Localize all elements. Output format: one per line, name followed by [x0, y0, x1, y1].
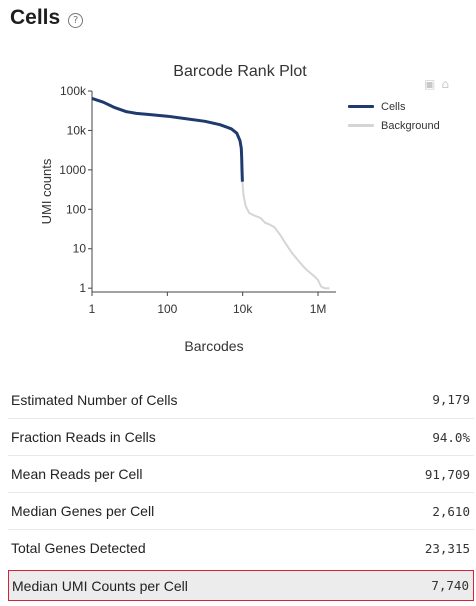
barcode-rank-plot: 1 100 10k 1M 1 10 100 1000 10k 100k Barcodes UMI…: [39, 84, 336, 354]
camera-icon[interactable]: ▣: [424, 77, 436, 91]
metric-label: Fraction Reads in Cells: [11, 429, 156, 445]
metric-label: Estimated Number of Cells: [11, 391, 178, 408]
plot-legend: Cells Background: [348, 97, 440, 135]
y-axis-label: UMI counts: [39, 158, 54, 224]
metric-value: 7,740: [431, 578, 469, 593]
legend-swatch-cells: [348, 105, 374, 108]
metric-label: Median UMI Counts per Cell: [12, 577, 188, 594]
help-icon[interactable]: ?: [68, 12, 84, 28]
x-axis-label: Barcodes: [184, 338, 243, 354]
x-tick-label: 100: [157, 302, 177, 316]
x-tick-label: 1: [89, 302, 96, 316]
metric-row-median-genes: Median Genes per Cell 2,610: [8, 492, 474, 529]
y-tick-label: 1000: [59, 163, 86, 177]
metric-label: Mean Reads per Cell: [11, 466, 143, 482]
metric-row-fraction-reads: Fraction Reads in Cells 94.0%: [8, 418, 474, 455]
x-tick-label: 1M: [310, 302, 327, 316]
plot-modebar: ▣ ⌂: [424, 77, 449, 91]
plot-axes: [91, 91, 336, 293]
y-tick-label: 10: [73, 242, 87, 256]
series-line-background: [241, 181, 330, 290]
metric-row-mean-reads: Mean Reads per Cell 91,709: [8, 455, 474, 492]
x-tick-label: 10k: [233, 302, 253, 316]
metric-value: 94.0%: [432, 429, 470, 445]
legend-item-cells[interactable]: Cells: [348, 97, 440, 116]
cells-header: Cells ?: [10, 4, 84, 32]
y-ticks: 1 10 100 1000 10k 100k: [59, 84, 92, 295]
metric-label: Total Genes Detected: [11, 540, 146, 556]
legend-item-background[interactable]: Background: [348, 116, 440, 135]
legend-label-cells: Cells: [381, 100, 406, 113]
legend-swatch-background: [348, 124, 374, 127]
metric-row-median-umi: Median UMI Counts per Cell 7,740: [8, 570, 474, 601]
y-tick-label: 1: [79, 281, 86, 295]
metric-value: 2,610: [432, 503, 470, 519]
metric-value: 9,179: [432, 392, 470, 407]
metric-value: 23,315: [424, 540, 470, 556]
metric-row-total-genes: Total Genes Detected 23,315: [8, 529, 474, 566]
x-ticks: 1 100 10k 1M: [89, 292, 327, 316]
legend-label-background: Background: [381, 119, 440, 132]
y-tick-label: 100: [66, 202, 86, 216]
metric-label: Median Genes per Cell: [11, 503, 155, 519]
home-icon[interactable]: ⌂: [441, 77, 449, 91]
metric-row-estimated-cells: Estimated Number of Cells 9,179: [8, 381, 474, 418]
plot-series: [91, 96, 330, 290]
y-tick-label: 10k: [67, 123, 87, 137]
y-tick-label: 100k: [60, 84, 87, 98]
metrics-table: Estimated Number of Cells 9,179 Fraction…: [8, 381, 474, 601]
page-title: Cells: [10, 6, 61, 29]
series-line-cells: [91, 96, 244, 182]
chart-title: Barcode Rank Plot: [173, 63, 307, 80]
metric-value: 91,709: [424, 466, 470, 482]
